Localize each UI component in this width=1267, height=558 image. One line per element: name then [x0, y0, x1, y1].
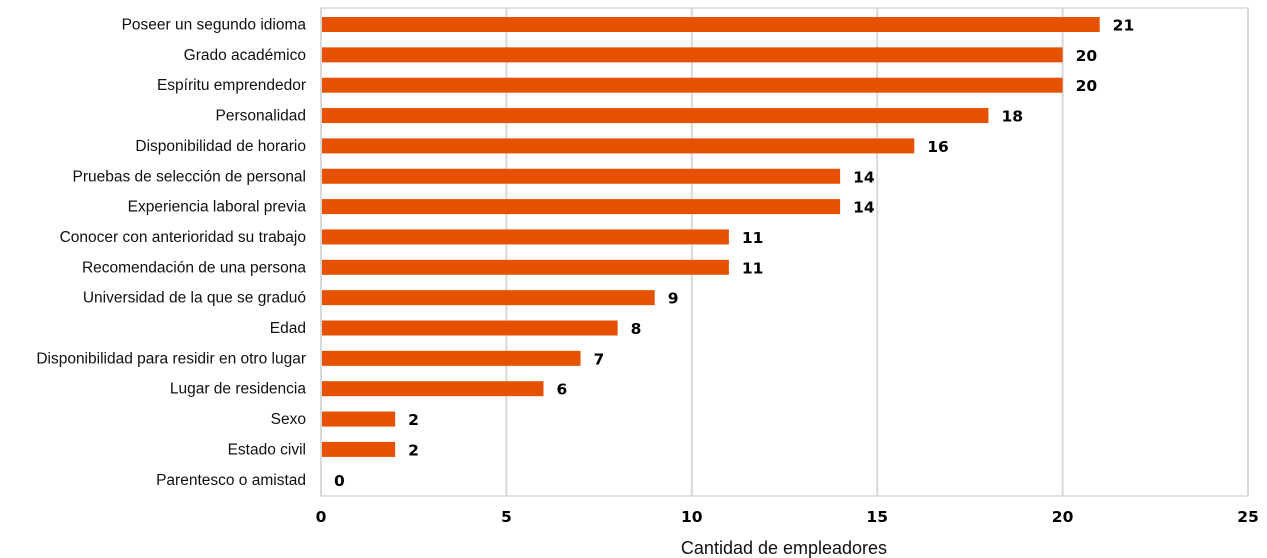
value-label-8: 11 [742, 259, 764, 277]
value-label-7: 11 [742, 229, 764, 247]
value-label-12: 6 [556, 381, 567, 399]
value-label-5: 14 [853, 168, 875, 186]
value-label-9: 9 [668, 290, 679, 308]
category-label-0: Poseer un segundo idioma [122, 17, 307, 34]
bar-13 [322, 411, 396, 427]
value-label-1: 20 [1076, 47, 1098, 65]
bar-11 [322, 350, 581, 366]
bar-10 [322, 320, 618, 336]
bar-9 [322, 290, 655, 306]
value-label-11: 7 [594, 350, 605, 368]
value-label-6: 14 [853, 199, 875, 217]
x-tick-label-25: 25 [1237, 508, 1259, 526]
category-label-11: Disponibilidad para residir en otro luga… [36, 350, 306, 367]
value-label-3: 18 [1001, 108, 1023, 126]
x-tick-labels: 0 5 10 15 20 25 [316, 508, 1259, 526]
category-label-7: Conocer con anterioridad su trabajo [60, 229, 306, 246]
value-label-0: 21 [1113, 17, 1135, 35]
value-label-4: 16 [927, 138, 949, 156]
bar-5 [322, 168, 841, 184]
category-label-14: Estado civil [228, 441, 306, 458]
category-label-8: Recomendación de una persona [82, 259, 306, 276]
plot-frame [320, 7, 1249, 497]
bar-6 [322, 199, 841, 215]
category-label-2: Espíritu emprendedor [157, 77, 306, 94]
category-label-15: Parentesco o amistad [156, 472, 306, 489]
value-label-2: 20 [1076, 77, 1098, 95]
category-label-10: Edad [270, 320, 306, 337]
value-label-15: 0 [334, 472, 345, 490]
bar-7 [322, 229, 729, 245]
bar-1 [322, 47, 1063, 63]
bar-2 [322, 77, 1063, 93]
value-label-10: 8 [631, 320, 642, 338]
category-label-3: Personalidad [216, 108, 306, 125]
category-label-4: Disponibilidad de horario [135, 138, 306, 155]
bar-0 [322, 17, 1100, 32]
category-label-13: Sexo [271, 411, 306, 428]
x-tick-label-5: 5 [501, 508, 512, 526]
x-tick-label-0: 0 [316, 508, 327, 526]
bar-4 [322, 138, 915, 154]
bar-14 [322, 441, 396, 457]
category-labels: Poseer un segundo idioma Grado académico E… [36, 17, 306, 489]
category-label-5: Pruebas de selección de personal [72, 168, 306, 185]
value-label-14: 2 [408, 441, 419, 459]
x-tick-label-20: 20 [1052, 508, 1074, 526]
category-label-9: Universidad de la que se graduó [83, 290, 306, 307]
category-label-12: Lugar de residencia [170, 381, 307, 398]
bar-3 [322, 108, 989, 124]
x-tick-label-10: 10 [681, 508, 703, 526]
bars [322, 17, 1100, 457]
bar-12 [322, 381, 544, 397]
x-axis-title: Cantidad de empleadores [681, 538, 887, 558]
x-tick-label-15: 15 [866, 508, 888, 526]
category-label-6: Experiencia laboral previa [128, 199, 307, 216]
category-label-1: Grado académico [184, 47, 306, 64]
bar-8 [322, 259, 729, 275]
value-label-13: 2 [408, 411, 419, 429]
